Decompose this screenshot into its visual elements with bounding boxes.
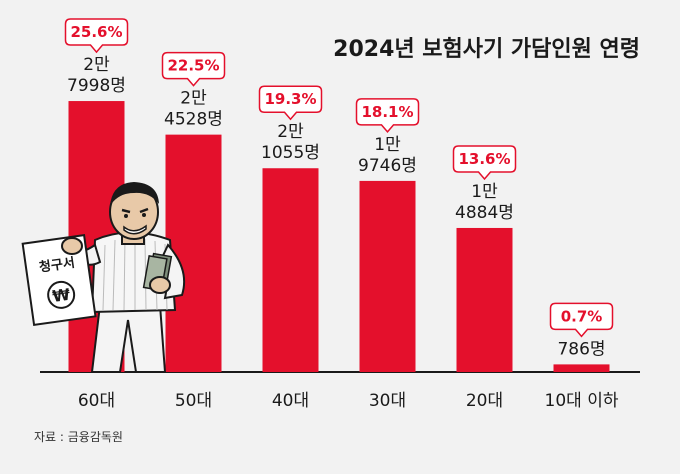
value-label-0-0: 2만 <box>83 55 110 75</box>
value-label-4-1: 4884명 <box>455 203 514 223</box>
category-label-5: 10대 이하 <box>545 391 619 411</box>
bar-4 <box>456 227 513 372</box>
chart-title: 2024년 보험사기 가담인원 연령 <box>333 36 640 62</box>
value-label-0-1: 7998명 <box>67 76 126 96</box>
percent-label-5: 0.7% <box>561 307 603 325</box>
value-label-2-1: 1055명 <box>261 143 320 163</box>
percent-bubble-5 <box>549 302 614 338</box>
value-label-1-1: 4528명 <box>164 110 223 130</box>
percent-bubble-1 <box>161 51 226 87</box>
percent-bubble-3 <box>355 98 420 134</box>
left-hand <box>61 237 83 255</box>
percent-label-1: 22.5% <box>167 57 219 75</box>
bar-3 <box>359 180 416 372</box>
value-label-3-1: 9746명 <box>358 156 417 176</box>
value-label-4-0: 1만 <box>471 182 498 202</box>
value-label-3-0: 1만 <box>374 135 401 155</box>
eyebrows <box>121 207 149 214</box>
percent-bubble-0 <box>64 18 129 54</box>
won-circle <box>47 280 76 309</box>
value-label-2-0: 2만 <box>277 122 304 142</box>
pants <box>90 304 167 373</box>
value-label-5-0: 786명 <box>557 339 605 359</box>
percent-bubble-2 <box>258 85 323 121</box>
bar-2 <box>262 168 319 372</box>
hair <box>110 182 159 206</box>
claim-paper: 청구서 ₩ <box>21 233 97 327</box>
source-note: 자료 : 금융감독원 <box>34 430 123 444</box>
claim-paper-label: 청구서 <box>38 255 76 276</box>
percent-label-0: 25.6% <box>70 23 122 41</box>
category-label-2: 40대 <box>272 391 309 411</box>
won-sign-icon: ₩ <box>51 285 71 306</box>
right-eye <box>142 213 146 217</box>
category-label-1: 50대 <box>175 391 212 411</box>
percent-label-2: 19.3% <box>264 90 316 108</box>
value-label-1-0: 2만 <box>180 89 207 109</box>
left-eye <box>124 214 128 218</box>
percent-label-3: 18.1% <box>361 103 413 121</box>
category-label-3: 30대 <box>369 391 406 411</box>
bar-5 <box>553 364 610 372</box>
right-hand <box>149 276 171 294</box>
category-label-0: 60대 <box>78 391 115 411</box>
grin <box>123 224 147 235</box>
percent-bubble-4 <box>452 145 517 181</box>
percent-label-4: 13.6% <box>458 150 510 168</box>
man-with-claim-illustration: 청구서 ₩ <box>21 182 186 373</box>
category-label-4: 20대 <box>466 391 503 411</box>
